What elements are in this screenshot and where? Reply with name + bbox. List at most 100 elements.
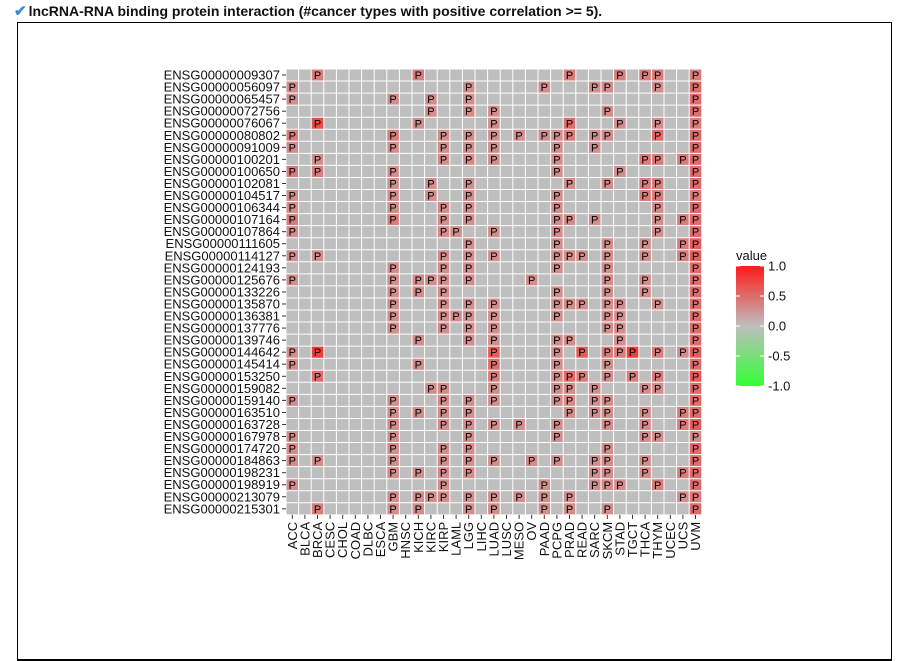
heatmap-cell <box>311 370 324 383</box>
heatmap-cell <box>437 382 450 395</box>
heatmap-cell <box>575 370 589 383</box>
heatmap-cell <box>638 285 652 298</box>
heatmap-cell <box>689 442 702 455</box>
heatmap-cell <box>550 418 564 431</box>
column-label: SARC <box>587 522 602 558</box>
significance-marker: P <box>415 359 422 371</box>
heatmap-cell <box>550 430 564 443</box>
significance-marker: P <box>616 70 623 82</box>
heatmap-cell <box>689 153 702 166</box>
heatmap-cell <box>311 346 324 359</box>
heatmap-cell <box>613 310 627 323</box>
significance-marker: P <box>604 287 611 299</box>
significance-marker: P <box>692 504 699 516</box>
significance-marker: P <box>692 395 699 407</box>
significance-marker: P <box>692 82 699 94</box>
heatmap-cell <box>563 117 576 130</box>
column-label: OV <box>524 522 539 541</box>
heatmap-cell <box>487 141 501 154</box>
heatmap-cell <box>689 334 702 347</box>
heatmap-cell <box>487 382 501 395</box>
significance-marker: P <box>692 299 699 311</box>
significance-marker: P <box>465 395 472 407</box>
significance-marker: P <box>641 468 648 480</box>
significance-marker: P <box>440 456 447 468</box>
heatmap-cell <box>601 129 614 142</box>
heatmap-cell <box>588 129 601 142</box>
significance-marker: P <box>604 299 611 311</box>
heatmap-cell <box>424 105 438 118</box>
heatmap-cell <box>462 430 475 443</box>
significance-marker: P <box>490 347 497 359</box>
heatmap-cell <box>563 370 576 383</box>
heatmap-cell <box>487 454 501 467</box>
significance-marker: P <box>604 504 611 516</box>
heatmap-cell <box>449 310 463 323</box>
heatmap-cell <box>689 346 702 359</box>
column-label: UCS <box>675 522 690 550</box>
row-label: ENSG00000107864 <box>164 224 280 239</box>
column-label: GBM <box>386 522 401 552</box>
heatmap-cell <box>613 297 627 310</box>
heatmap-cell <box>613 346 627 359</box>
heatmap-cell <box>563 249 576 262</box>
significance-marker: P <box>389 311 396 323</box>
heatmap-cell <box>575 297 589 310</box>
row-label: ENSG00000106344 <box>164 200 280 215</box>
heatmap-cell <box>512 418 526 431</box>
heatmap-cell <box>512 129 526 142</box>
heatmap-cell <box>286 129 299 142</box>
significance-marker: P <box>692 227 699 239</box>
significance-marker: P <box>604 263 611 275</box>
significance-marker: P <box>679 468 686 480</box>
significance-marker: P <box>604 311 611 323</box>
heatmap-cell <box>538 490 551 503</box>
heatmap-cell <box>286 394 299 407</box>
heatmap-cell <box>550 213 564 226</box>
heatmap-cell <box>563 502 576 515</box>
heatmap-cell <box>689 406 702 419</box>
significance-marker: P <box>566 407 573 419</box>
significance-marker: P <box>541 480 548 492</box>
heatmap-cell <box>424 177 438 190</box>
heatmap-cell <box>386 213 400 226</box>
significance-marker: P <box>465 504 472 516</box>
significance-marker: P <box>654 371 661 383</box>
heatmap-cell <box>462 490 475 503</box>
heatmap-cell <box>601 177 614 190</box>
heatmap-cell <box>563 334 576 347</box>
heatmap-cell <box>601 81 614 94</box>
heatmap-cell <box>437 261 450 274</box>
heatmap-cell <box>462 237 475 250</box>
significance-marker: P <box>415 335 422 347</box>
column-label: LAML <box>449 522 464 556</box>
row-label: ENSG00000184863 <box>164 453 280 468</box>
significance-marker: P <box>289 480 296 492</box>
significance-marker: P <box>490 154 497 166</box>
significance-marker: P <box>427 179 434 191</box>
significance-marker: P <box>389 191 396 203</box>
significance-marker: P <box>553 203 560 215</box>
row-label: ENSG00000215301 <box>164 501 280 516</box>
significance-marker: P <box>415 407 422 419</box>
significance-marker: P <box>692 275 699 287</box>
heatmap-cell <box>550 141 564 154</box>
row-label: ENSG00000072756 <box>164 104 280 119</box>
significance-marker: P <box>490 504 497 516</box>
significance-marker: P <box>604 347 611 359</box>
significance-marker: P <box>289 347 296 359</box>
significance-marker: P <box>515 492 522 504</box>
heatmap-cell <box>689 237 702 250</box>
column-label: THYM <box>650 522 665 559</box>
significance-marker: P <box>440 395 447 407</box>
heatmap-cell <box>437 249 450 262</box>
significance-marker: P <box>692 106 699 118</box>
significance-marker: P <box>490 383 497 395</box>
significance-marker: P <box>553 432 560 444</box>
column-label: PAAD <box>537 522 552 556</box>
column-label: TGCT <box>625 522 640 557</box>
significance-marker: P <box>314 166 321 178</box>
column-label: UCEC <box>663 522 678 559</box>
legend-tick-label: 0.0 <box>768 319 786 334</box>
